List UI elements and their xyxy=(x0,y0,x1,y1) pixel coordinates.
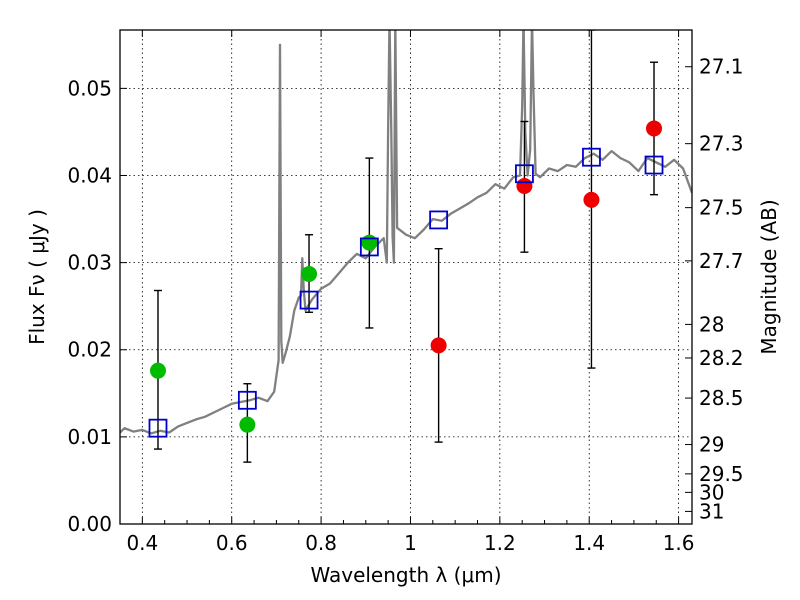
model-spectrum xyxy=(120,30,692,435)
mag-tick-label: 29 xyxy=(699,433,724,457)
model-squares xyxy=(148,147,664,438)
y-tick-label: 0.01 xyxy=(67,425,112,449)
y-axis-label: Flux Fν ( μJy ) xyxy=(25,209,49,345)
mag-tick-label: 28.5 xyxy=(699,386,744,410)
mag-tick-label: 28.2 xyxy=(699,346,744,370)
red-data-point xyxy=(646,120,663,137)
x-tick-label: 1.4 xyxy=(573,531,605,555)
model-square xyxy=(429,210,449,230)
mag-tick-label: 28 xyxy=(699,312,724,336)
tick-labels: 0.4 0.6 0.8 1 1.2 1.4 1.6 0.00 0.01 0.02 0.03 0.04 0… xyxy=(67,55,743,555)
y-tick-label: 0.04 xyxy=(67,163,112,187)
x-tick-label: 0.6 xyxy=(216,531,248,555)
model-square xyxy=(299,290,319,310)
x-tick-label: 0.4 xyxy=(126,531,158,555)
grid xyxy=(120,30,692,525)
green-data-point xyxy=(239,416,256,433)
model-square xyxy=(148,418,168,438)
mag-tick-label: 27.3 xyxy=(699,132,744,156)
mag-tick-label: 29.5 xyxy=(699,462,744,486)
model-square xyxy=(359,237,379,257)
mag-tick-label: 27.5 xyxy=(699,196,744,220)
y-tick-label: 0.05 xyxy=(67,76,112,100)
green-data-point xyxy=(301,265,318,282)
model-square xyxy=(644,155,664,175)
y-tick-label: 0.03 xyxy=(67,251,112,275)
mag-tick-label: 30 xyxy=(699,480,724,504)
x-axis-label: Wavelength λ (μm) xyxy=(310,563,501,587)
red-data-point xyxy=(430,337,447,354)
magnitude-axis-label: Magnitude (AB) xyxy=(757,199,781,354)
mag-tick-label: 31 xyxy=(699,499,724,523)
error-bars xyxy=(153,30,659,463)
y-tick-label: 0.00 xyxy=(67,512,112,536)
model-square xyxy=(237,390,257,410)
mag-tick-label: 27.7 xyxy=(699,249,744,273)
x-tick-label: 0.8 xyxy=(305,531,337,555)
mag-tick-label: 27.1 xyxy=(699,55,744,79)
x-tick-label: 1.6 xyxy=(663,531,695,555)
red-data-point xyxy=(583,191,600,208)
y-tick-label: 0.02 xyxy=(67,338,112,362)
green-data-point xyxy=(149,362,166,379)
x-tick-label: 1 xyxy=(404,531,417,555)
model-spectrum-line xyxy=(120,30,692,435)
ticks xyxy=(119,30,692,525)
red-data-point xyxy=(516,177,533,194)
model-square xyxy=(582,147,601,167)
x-tick-label: 1.2 xyxy=(484,531,516,555)
green-data-point xyxy=(361,234,378,251)
plot-frame xyxy=(119,29,693,525)
data-points xyxy=(149,120,663,433)
model-square xyxy=(515,164,534,184)
